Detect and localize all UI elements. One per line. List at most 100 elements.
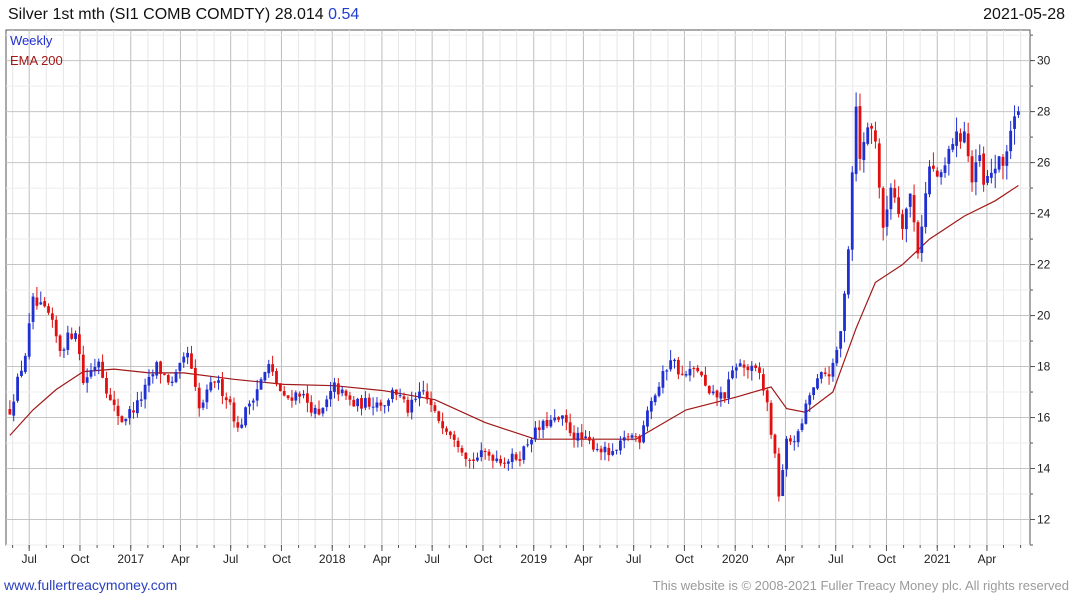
candle-body	[441, 421, 445, 429]
candle-body	[363, 397, 367, 408]
candle-body	[78, 334, 81, 355]
candle-body	[50, 313, 54, 320]
candle-body	[394, 389, 398, 395]
candle-body	[634, 436, 638, 438]
candle-body	[676, 359, 680, 375]
grid-layer	[6, 30, 1030, 546]
candle-body	[711, 391, 715, 394]
candle-body	[437, 411, 441, 421]
candle-body	[197, 387, 201, 409]
candle-body	[533, 427, 537, 440]
x-tick-label: Oct	[71, 552, 90, 566]
candle-body	[916, 222, 920, 254]
candle-body	[240, 424, 244, 428]
legend-ema: EMA 200	[10, 53, 63, 68]
candle-body	[537, 427, 541, 430]
candle-body	[406, 399, 410, 413]
candle-body	[209, 382, 213, 391]
candle-body	[553, 417, 557, 421]
x-tick-label: Apr	[574, 552, 593, 566]
candle-body	[375, 402, 379, 408]
candle-body	[294, 392, 298, 401]
candle-body	[986, 175, 989, 183]
axis-layer: 12 14 16 18 20 22 24 26 28 30 Jul Oct 2017 Apr Jul Oct 2…	[12, 34, 1051, 566]
candle-body	[23, 355, 27, 373]
candle-body	[151, 374, 155, 377]
candle-body	[850, 172, 854, 250]
candle-body	[232, 402, 236, 422]
candle-body	[959, 133, 962, 142]
candle-body	[259, 379, 263, 390]
candle-body	[448, 431, 452, 436]
candle-body	[874, 130, 877, 142]
candle-body	[313, 407, 317, 414]
candle-body	[642, 425, 645, 443]
candle-body	[220, 379, 224, 397]
candle-body	[626, 436, 630, 438]
chart-date: 2021-05-28	[983, 6, 1065, 23]
candle-body	[499, 458, 503, 464]
candle-body	[611, 451, 615, 455]
candle-body	[947, 148, 951, 164]
candle-body	[352, 399, 356, 407]
candle-body	[684, 374, 688, 376]
candle-body	[974, 162, 978, 183]
y-tick-label: 24	[1037, 207, 1051, 221]
candle-body	[877, 143, 881, 188]
candle-body	[931, 165, 935, 169]
candle-body	[777, 453, 781, 497]
candle-body	[781, 470, 785, 497]
candle-body	[27, 323, 31, 357]
candle-body	[20, 370, 23, 376]
y-tick-label: 14	[1037, 462, 1051, 476]
candle-body	[723, 392, 727, 399]
x-tick-label: 2021	[924, 552, 951, 566]
x-tick-label: Oct	[474, 552, 493, 566]
candle-body	[267, 364, 271, 374]
candle-body	[854, 106, 858, 174]
candle-body	[236, 422, 240, 428]
candle-body	[951, 144, 955, 150]
candle-body	[468, 459, 472, 461]
y-tick-label: 28	[1037, 105, 1051, 119]
candle-body	[402, 396, 406, 400]
price-chart: 12 14 16 18 20 22 24 26 28 30 Jul Oct 2017 Apr Jul Oct 2…	[5, 29, 1051, 566]
candle-body	[897, 197, 901, 215]
candle-body	[785, 438, 788, 470]
candle-body	[379, 402, 383, 406]
candle-body	[939, 172, 943, 178]
candle-body	[421, 390, 425, 392]
candle-body	[460, 448, 464, 453]
candle-body	[85, 377, 89, 383]
candle-body	[244, 407, 247, 426]
x-tick-label: Jul	[828, 552, 843, 566]
candle-body	[414, 398, 417, 400]
candle-body	[182, 356, 186, 363]
site-link[interactable]: www.fullertreacymoney.com	[4, 577, 178, 593]
x-tick-label: 2017	[117, 552, 144, 566]
candle-body	[336, 383, 340, 395]
candle-body	[615, 449, 618, 451]
candle-body	[479, 450, 483, 458]
copyright-text: This website is © 2008-2021 Fuller Treac…	[652, 578, 1069, 593]
y-tick-label: 18	[1037, 360, 1051, 374]
candle-body	[251, 400, 255, 403]
candle-body	[433, 405, 437, 411]
candle-body	[526, 444, 530, 446]
candle-body	[955, 131, 958, 146]
candle-body	[843, 293, 846, 331]
candle-body	[943, 165, 947, 173]
candle-body	[228, 399, 232, 403]
candle-body	[329, 390, 332, 400]
candle-body	[746, 366, 750, 371]
x-tick-label: 2018	[319, 552, 346, 566]
legend-weekly: Weekly	[10, 33, 53, 48]
candle-body	[1017, 111, 1020, 115]
candle-body	[588, 436, 591, 441]
candle-body	[290, 397, 294, 401]
candle-body	[93, 367, 97, 371]
candle-body	[418, 391, 421, 399]
candle-body	[827, 374, 831, 377]
y-tick-label: 12	[1037, 513, 1051, 527]
candle-body	[12, 401, 16, 416]
